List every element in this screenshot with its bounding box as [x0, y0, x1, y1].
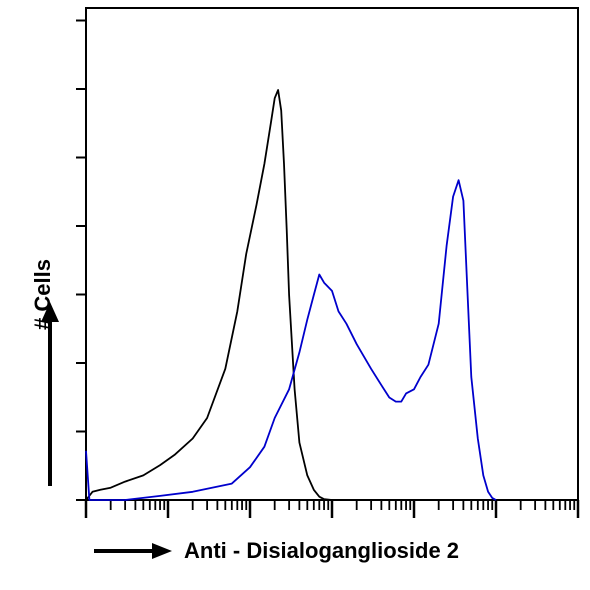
x-axis-arrow-icon	[94, 543, 172, 559]
plot-frame	[85, 7, 579, 501]
x-axis-label-group: Anti - Disialoganglioside 2	[92, 534, 459, 568]
series-line-2	[85, 179, 497, 501]
series-line-1	[85, 89, 333, 501]
x-axis-label: Anti - Disialoganglioside 2	[184, 538, 460, 563]
x-axis-ticks	[84, 500, 580, 518]
series-layer	[85, 89, 497, 501]
y-axis-label-group: # Cells	[8, 180, 78, 510]
y-axis-arrow-icon	[41, 302, 59, 486]
y-axis-label: # Cells	[30, 259, 55, 330]
y-axis-ticks	[76, 19, 86, 501]
